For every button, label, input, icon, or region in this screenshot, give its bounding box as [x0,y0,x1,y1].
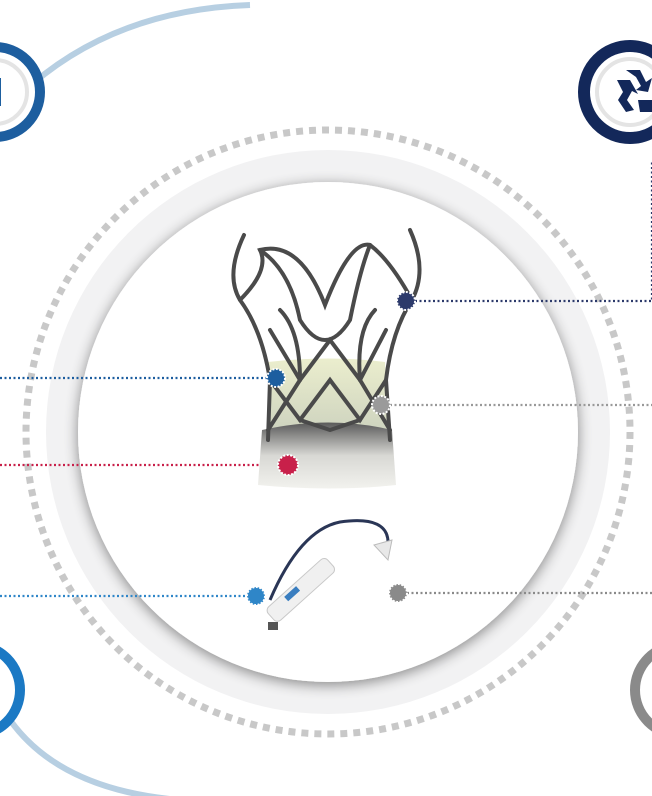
delivery-system [266,519,393,630]
corner-ring [0,42,45,142]
hotspot[interactable] [246,586,266,606]
arc [7,718,171,796]
hotspot[interactable] [396,291,416,311]
hotspot[interactable] [388,583,408,603]
hotspots [246,291,416,606]
corner-ring [630,648,652,732]
corner-ring-inner [595,57,652,127]
hotspot[interactable] [371,395,391,415]
corner-ring [578,40,652,144]
leader-lines [0,160,652,598]
corner-ring-inner [0,58,29,126]
icon [0,78,1,106]
dotted-ring [22,126,634,738]
arc [17,2,251,98]
recycle-icon [617,70,652,112]
corner-ring [0,646,25,734]
hotspot[interactable] [277,454,299,476]
hotspot[interactable] [266,368,286,388]
